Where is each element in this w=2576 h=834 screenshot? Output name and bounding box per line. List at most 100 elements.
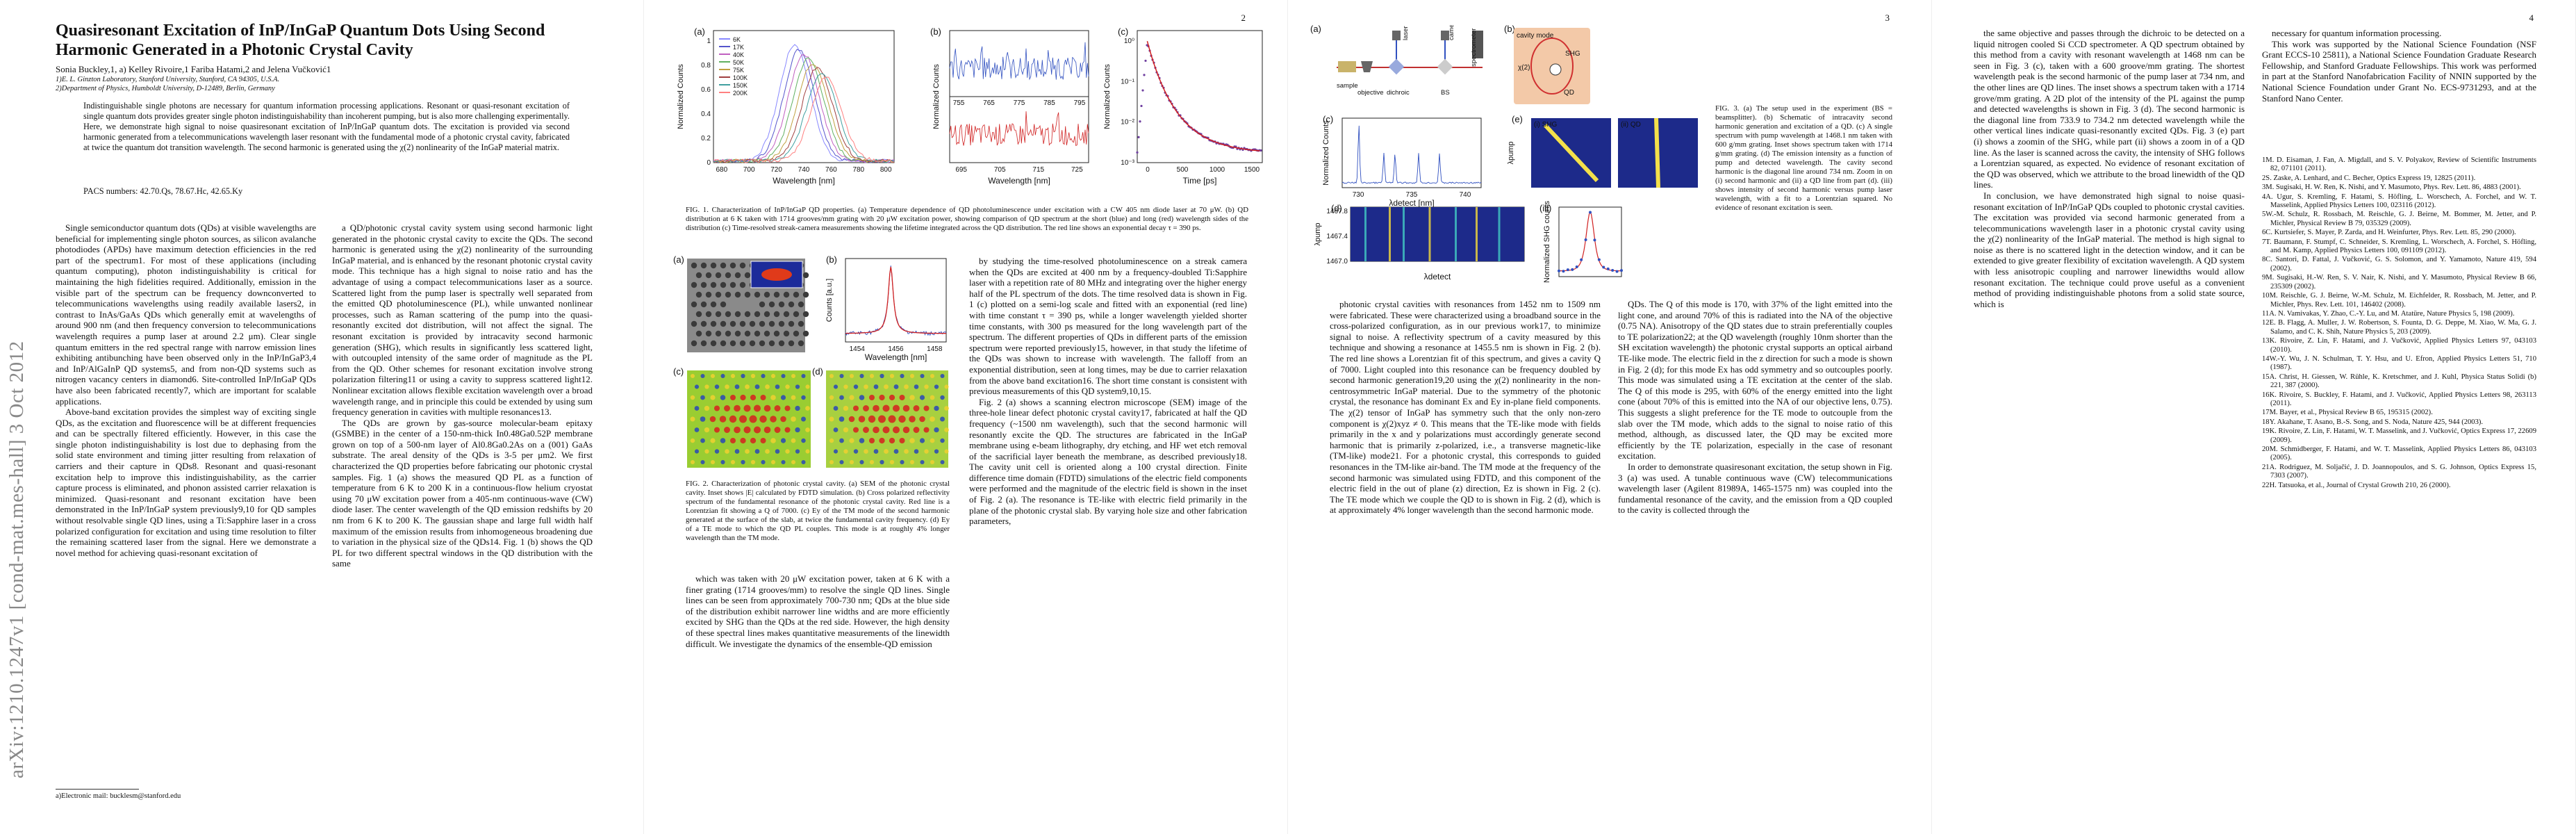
field-lobe [849, 395, 854, 400]
field-lobe [719, 416, 727, 423]
hole [705, 291, 712, 298]
footnote: a)Electronic mail: bucklesm@stanford.edu [56, 789, 181, 800]
field-lobe [801, 395, 806, 400]
field-lobe [694, 384, 700, 389]
field-lobe [940, 438, 945, 443]
field-lobe [869, 438, 875, 443]
hole [710, 301, 717, 308]
field-lobe [873, 404, 880, 412]
hole [749, 340, 756, 347]
reference: 2S. Zaske, A. Lenhard, and C. Becher, Op… [2262, 174, 2476, 182]
data-point [1611, 269, 1615, 272]
hole [773, 311, 780, 318]
y-tick-label: 1467.0 [1326, 258, 1348, 265]
data-point [1593, 238, 1596, 242]
hole [710, 262, 717, 269]
column: a QD/photonic crystal cavity system usin… [332, 222, 593, 799]
hole [739, 262, 746, 269]
field-lobe [760, 438, 766, 443]
y-tick-label: 10⁻² [1121, 119, 1134, 126]
field-lobe [780, 416, 786, 423]
x-tick-label: 700 [743, 166, 755, 174]
hole [802, 291, 809, 298]
field-lobe [909, 459, 915, 465]
hole [691, 281, 697, 288]
field-lobe [934, 405, 939, 411]
field-lobe [923, 427, 930, 433]
reference: 1M. D. Eisaman, J. Fan, A. Migdall, and … [2262, 156, 2536, 173]
curve [949, 111, 1089, 147]
field-lobe [843, 405, 849, 411]
field-lobe [694, 406, 700, 411]
reference: 6C. Kurtsiefer, S. Mayer, P. Zarda, and … [2262, 229, 2516, 237]
x-tick-label: 720 [770, 166, 782, 174]
field-lobe [944, 449, 949, 454]
component [1441, 31, 1449, 40]
y-tick-label: 10⁰ [1124, 38, 1134, 45]
x-tick-label: 760 [825, 166, 837, 174]
x-tick-label: 1458 [927, 345, 943, 353]
field-lobe [753, 426, 761, 434]
field-lobe [730, 459, 736, 465]
schematic-label: SHG [1565, 50, 1580, 58]
field-lobe [863, 405, 869, 411]
y-tick-label: 1 [707, 38, 711, 45]
hole [759, 340, 766, 347]
field-lobe [730, 373, 736, 379]
field-lobe [801, 373, 806, 379]
schematic-qd [1549, 63, 1562, 76]
page-4: 4 the same objective and passes through … [1932, 0, 2576, 834]
field-lobe [750, 437, 757, 444]
hole [715, 272, 722, 279]
y-axis-label: λpump [1314, 222, 1322, 245]
field-lobe [909, 438, 915, 443]
field-lobe [743, 426, 751, 434]
field-lobe [770, 373, 776, 379]
field-lobe [724, 427, 730, 433]
field-lobe [770, 459, 776, 465]
data-point [1143, 74, 1146, 76]
plot-frame [713, 30, 895, 163]
legend-label: 150K [733, 82, 748, 89]
data-point [1139, 120, 1141, 123]
field-lobe [745, 384, 750, 389]
reference: 20M. Schmidberger, F. Hatami, and W. T. … [2262, 445, 2536, 462]
field-lobe [892, 404, 900, 412]
plot-frame [1341, 117, 1482, 188]
curve [713, 76, 894, 163]
hole [710, 320, 717, 327]
field-lobe [833, 406, 839, 411]
field-lobe [750, 394, 757, 401]
component-label: spectrometer [1470, 28, 1478, 67]
field-lobe [864, 449, 868, 454]
paragraph: a QD/photonic crystal cavity system usin… [332, 222, 593, 418]
field-lobe [930, 438, 935, 443]
affiliation: 1)E. L. Ginzton Laboratory, Stanford Uni… [56, 76, 280, 83]
figure-caption: FIG. 2. Characterization of photonic cry… [686, 480, 950, 542]
field-lobe [868, 415, 876, 423]
field-lobe [849, 373, 854, 379]
hole [691, 262, 697, 269]
colormap-line [1498, 207, 1501, 261]
legend-label: 6K [733, 36, 741, 43]
data-point [1575, 265, 1578, 268]
field-lobe [781, 459, 786, 465]
schematic-label: χ(2) [1518, 64, 1530, 72]
y-tick-label: 0.4 [701, 111, 711, 118]
field-lobe [761, 373, 766, 379]
field-lobe [882, 426, 890, 434]
field-lobe [858, 416, 866, 423]
hole [763, 291, 770, 298]
legend-label: 75K [733, 67, 744, 74]
field-lobe [801, 459, 806, 465]
hole [744, 272, 751, 279]
field-lobe [852, 427, 859, 433]
field-lobe [704, 427, 710, 433]
paragraph: This work was supported by the National … [2262, 38, 2536, 104]
field-lobe [801, 438, 806, 443]
hole [715, 311, 722, 318]
hole [759, 320, 766, 327]
column: by studying the time-resolved photolumin… [969, 256, 1247, 784]
field-lobe [944, 427, 949, 432]
field-lobe [690, 416, 695, 422]
